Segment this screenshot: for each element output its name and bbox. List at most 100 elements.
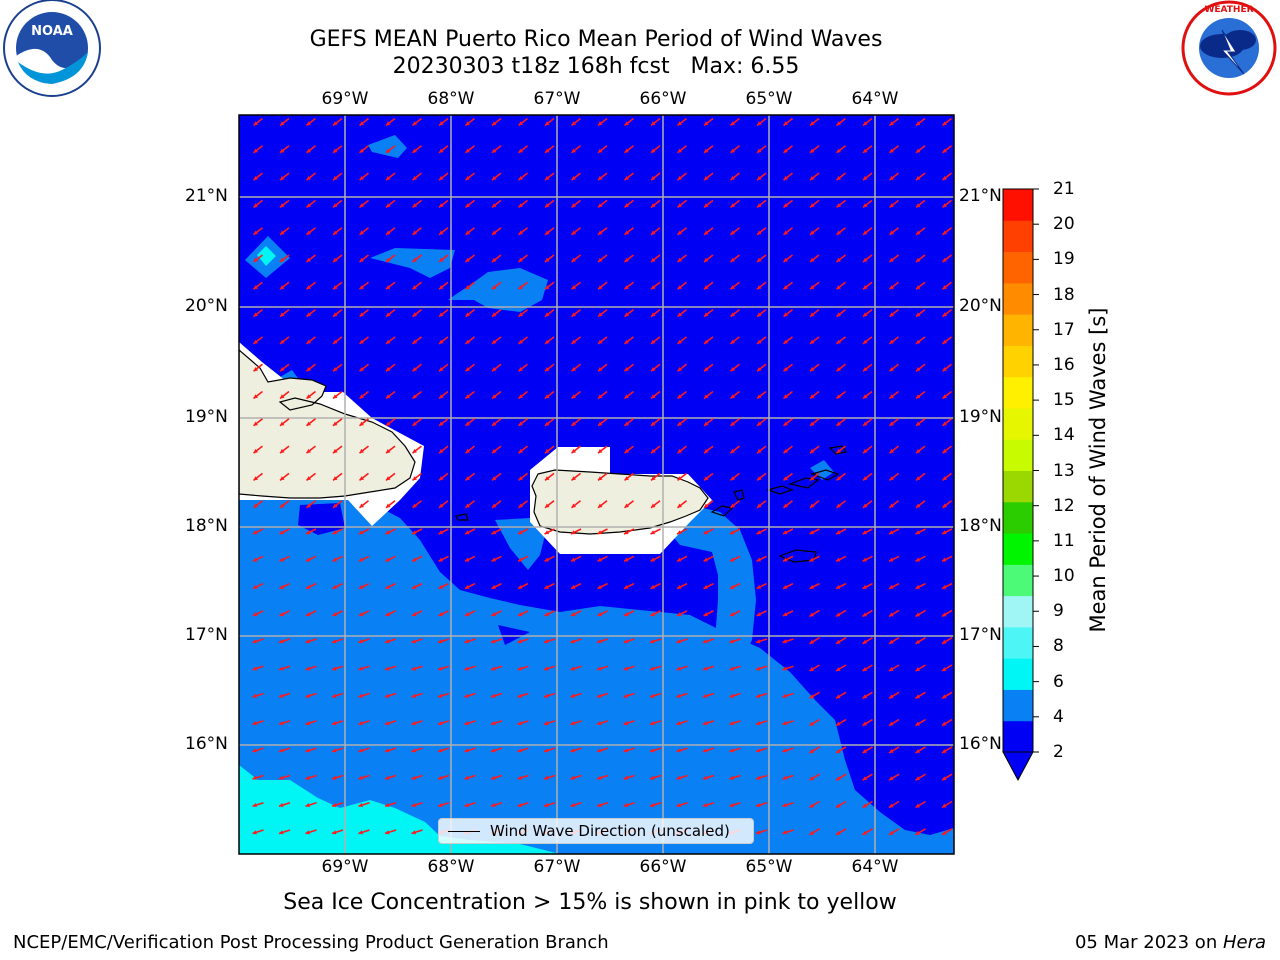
wind-arrow-head xyxy=(306,612,311,617)
wind-arrow-head xyxy=(809,776,815,781)
wind-arrow-head xyxy=(730,148,736,153)
wind-arrow-head xyxy=(650,639,655,644)
wind-arrow-head xyxy=(545,394,550,399)
wind-arrow-head xyxy=(438,666,443,671)
wind-arrow-head xyxy=(280,339,285,344)
wind-arrow-head xyxy=(623,666,628,671)
wind-arrow-head xyxy=(386,121,391,126)
wind-arrow-head xyxy=(730,257,736,262)
wind-arrow-head xyxy=(439,285,444,290)
wind-arrow-head xyxy=(306,121,312,126)
wind-arrow-head xyxy=(677,257,683,262)
wind-arrow-head xyxy=(386,175,391,181)
wind-arrow-head xyxy=(411,721,416,726)
wind-arrow-head xyxy=(544,802,549,808)
wind-arrow-head xyxy=(889,748,894,753)
wind-arrow-head xyxy=(385,530,391,535)
wind-arrow-head xyxy=(571,557,576,562)
wind-arrow-head xyxy=(544,639,549,644)
wind-arrow-head xyxy=(386,394,391,399)
wind-arrow-head xyxy=(411,830,416,835)
wind-arrow-head xyxy=(491,693,496,698)
wind-arrow-head xyxy=(439,230,444,235)
wind-arrow-head xyxy=(623,748,628,753)
wind-arrow-head xyxy=(624,148,630,153)
wind-arrow-head xyxy=(704,312,709,317)
wind-arrow-head xyxy=(757,339,762,344)
wind-arrow-head xyxy=(730,476,736,481)
wind-arrow-head xyxy=(836,776,841,781)
wind-arrow-head xyxy=(571,203,577,208)
wind-arrow-head xyxy=(518,421,524,426)
wind-arrow-head xyxy=(333,503,338,508)
wind-arrow-head xyxy=(518,367,524,372)
wind-arrow-head xyxy=(492,503,497,508)
wind-arrow-head xyxy=(836,830,841,835)
wind-arrow-head xyxy=(412,530,417,535)
wind-arrow-head xyxy=(729,666,734,671)
wind-arrow-head xyxy=(677,584,682,589)
colorbar-tick-label: 17 xyxy=(1053,319,1075,340)
wind-arrow-head xyxy=(359,121,365,126)
wind-arrow-head xyxy=(783,148,789,153)
wind-arrow-head xyxy=(756,666,761,671)
wind-arrow-head xyxy=(729,748,734,753)
wind-arrow-head xyxy=(889,830,894,835)
wind-arrow-head xyxy=(253,476,259,481)
wind-arrow-head xyxy=(518,148,524,153)
wind-arrow-head xyxy=(942,503,948,508)
wind-arrow-head xyxy=(386,285,391,290)
wind-arrow-head xyxy=(863,203,868,208)
wind-arrow-head xyxy=(598,203,603,208)
wind-arrow-head xyxy=(676,802,681,808)
wind-arrow-head xyxy=(863,367,868,372)
wind-arrow-head xyxy=(253,557,258,562)
wind-arrow-head xyxy=(571,394,577,399)
wind-arrow-head xyxy=(570,721,575,726)
wind-arrow-head xyxy=(651,203,656,208)
wind-arrow-head xyxy=(783,476,789,481)
wind-arrow-head xyxy=(704,121,709,126)
wind-arrow-head xyxy=(730,557,735,562)
wind-arrow-head xyxy=(332,721,337,726)
wind-arrow-head xyxy=(677,476,683,481)
wind-arrow-head xyxy=(385,775,390,780)
wind-arrow-head xyxy=(677,312,683,317)
wind-arrow-head xyxy=(332,557,338,562)
wind-arrow-head xyxy=(305,639,310,644)
wind-arrow-head xyxy=(412,584,417,589)
wind-arrow-head xyxy=(412,175,418,181)
wind-arrow-head xyxy=(517,639,522,644)
patch-north-1 xyxy=(368,135,407,158)
wind-arrow-head xyxy=(438,612,444,617)
wind-arrow-head xyxy=(915,830,921,835)
wind-arrow-head xyxy=(624,557,629,562)
wind-arrow-head xyxy=(756,693,761,698)
wind-arrow-head xyxy=(332,748,337,753)
wind-arrow-head xyxy=(252,802,257,808)
wind-arrow-head xyxy=(491,721,496,726)
wind-arrow-head xyxy=(889,667,894,671)
wind-arrow-head xyxy=(491,802,496,808)
colorbar-tick-label: 4 xyxy=(1053,706,1064,727)
wind-arrow-head xyxy=(730,448,736,454)
wind-wave-arrows xyxy=(252,117,953,836)
wind-arrow-head xyxy=(253,175,259,181)
wind-arrow-head xyxy=(783,557,788,562)
band-2-4-east xyxy=(666,505,756,665)
wind-arrow-head xyxy=(703,557,709,562)
wind-arrow-head xyxy=(783,584,788,589)
wind-arrow-head xyxy=(677,148,683,153)
wind-arrow-head xyxy=(386,421,391,426)
wind-arrow-head xyxy=(783,394,789,399)
wind-arrow-head xyxy=(492,148,497,153)
wind-arrow-head xyxy=(782,748,787,753)
wind-arrow-head xyxy=(544,557,550,562)
lon-label-bottom: 65°W xyxy=(745,857,793,877)
wind-arrow-head xyxy=(889,557,894,562)
wind-arrow-head xyxy=(623,721,628,726)
wind-arrow-head xyxy=(280,148,285,153)
wind-arrow-head xyxy=(279,775,284,780)
colorbar-swatch xyxy=(1003,564,1033,597)
wind-arrow-head xyxy=(677,612,682,617)
